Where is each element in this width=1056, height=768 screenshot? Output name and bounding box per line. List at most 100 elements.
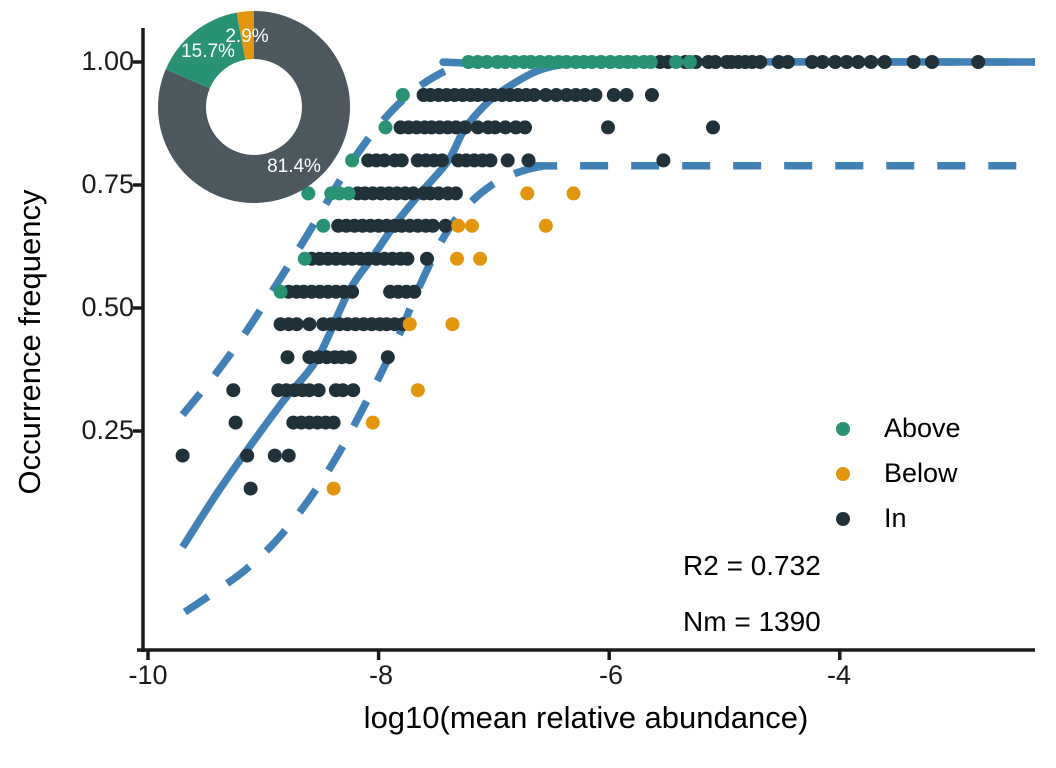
point-in — [280, 350, 295, 365]
point-above — [395, 88, 410, 102]
point-in — [578, 88, 592, 102]
legend-item-below: Below — [832, 451, 961, 496]
point-in — [805, 55, 820, 69]
point-above — [682, 55, 697, 69]
y-tick-0.25: 0.25 — [81, 415, 134, 445]
legend-label-in: In — [884, 503, 907, 533]
point-in — [346, 383, 361, 398]
point-in — [377, 153, 392, 168]
point-in — [289, 317, 304, 332]
legend-item-above: Above — [832, 406, 961, 451]
point-below — [410, 383, 425, 398]
point-in — [281, 448, 296, 463]
donut-segment-in — [158, 10, 351, 203]
point-in — [839, 55, 854, 69]
point-in — [606, 88, 621, 102]
point-below — [451, 218, 466, 233]
point-in — [521, 153, 536, 168]
x-axis-title: log10(mean relative abundance) — [363, 700, 809, 735]
point-in — [420, 251, 434, 266]
point-in — [345, 284, 360, 299]
point-in — [240, 448, 255, 463]
donut-inset — [158, 10, 351, 203]
point-in — [228, 415, 243, 430]
point-in — [708, 55, 723, 69]
point-in — [753, 55, 768, 69]
point-in — [863, 55, 878, 69]
point-in — [828, 55, 843, 69]
point-in — [500, 153, 515, 168]
point-in — [877, 55, 892, 69]
point-below — [566, 186, 581, 201]
point-in — [644, 88, 659, 102]
point-in — [549, 88, 564, 102]
point-above — [316, 218, 331, 233]
donut-label-above: 15.7% — [181, 41, 235, 62]
point-in — [906, 55, 921, 69]
point-in — [925, 55, 939, 69]
point-in — [851, 55, 866, 69]
point-in — [498, 120, 513, 135]
r2-annotation: R2 = 0.732 — [683, 550, 821, 581]
point-above — [341, 186, 356, 201]
point-below — [402, 317, 417, 332]
point-in — [448, 186, 463, 201]
donut-segment-above — [165, 12, 246, 89]
below-dot-icon — [836, 466, 850, 481]
point-in — [400, 251, 415, 266]
x-tick--6: -6 — [598, 660, 623, 690]
y-axis-title: Occurrence frequency — [12, 189, 47, 495]
point-in — [435, 153, 449, 168]
point-in — [588, 88, 603, 102]
donut-label-below: 2.9% — [225, 26, 269, 47]
point-in — [538, 88, 553, 102]
point-above — [345, 153, 360, 168]
point-below — [520, 186, 535, 201]
above-dot-icon — [836, 421, 850, 436]
point-above — [643, 55, 658, 69]
point-in — [470, 120, 485, 135]
point-above — [301, 186, 316, 201]
axes — [133, 28, 1035, 660]
point-below — [538, 218, 553, 233]
point-above — [480, 55, 494, 69]
point-above — [378, 120, 393, 135]
point-in — [488, 120, 503, 135]
x-tick--4: -4 — [826, 660, 851, 690]
point-in — [458, 120, 473, 135]
point-in — [656, 153, 671, 168]
point-in — [425, 218, 440, 233]
point-in — [706, 120, 720, 135]
point-in — [335, 383, 350, 398]
point-in — [406, 186, 421, 201]
donut-label-in: 81.4% — [267, 156, 321, 177]
point-above — [669, 55, 684, 69]
point-in — [483, 153, 498, 168]
point-in — [342, 350, 357, 365]
legend-label-below: Below — [884, 458, 958, 488]
point-in — [780, 55, 795, 69]
point-in — [407, 284, 422, 299]
point-in — [619, 88, 634, 102]
point-below — [445, 317, 460, 332]
point-above — [273, 284, 288, 299]
point-below — [365, 415, 380, 430]
point-in — [267, 448, 282, 463]
point-in — [380, 350, 395, 365]
y-tick-1.00: 1.00 — [81, 46, 134, 76]
legend-label-above: Above — [884, 413, 961, 443]
point-in — [226, 383, 241, 398]
point-below — [326, 481, 341, 496]
nm-annotation: Nm = 1390 — [683, 606, 821, 637]
point-in — [971, 55, 986, 69]
x-tick--8: -8 — [368, 660, 393, 690]
scatter-points — [175, 55, 986, 496]
point-below — [450, 251, 464, 266]
point-in — [302, 317, 317, 332]
point-in — [527, 88, 542, 102]
legend: Above Below In — [832, 406, 961, 541]
point-above — [297, 251, 312, 266]
point-below — [465, 218, 479, 233]
point-in — [438, 218, 453, 233]
